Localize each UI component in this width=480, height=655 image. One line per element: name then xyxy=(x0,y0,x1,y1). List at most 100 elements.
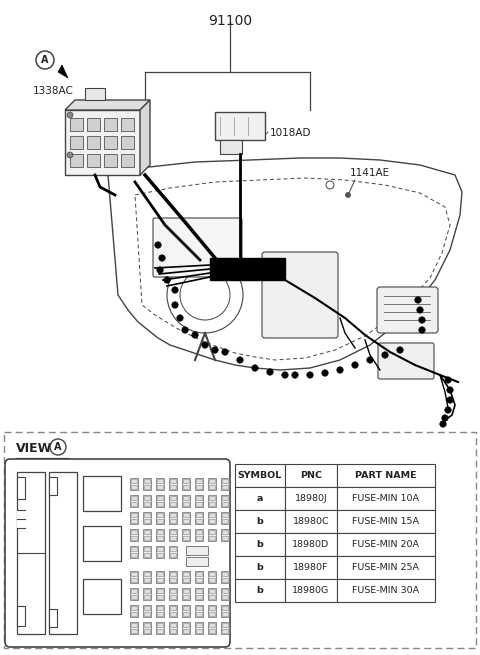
Bar xyxy=(130,478,138,490)
Bar xyxy=(183,606,189,610)
Bar xyxy=(220,140,242,154)
Bar xyxy=(196,536,202,540)
Text: b: b xyxy=(257,563,264,572)
Bar xyxy=(182,512,190,524)
Bar xyxy=(169,622,177,634)
Bar xyxy=(209,589,215,593)
Bar xyxy=(143,605,151,617)
Bar xyxy=(208,622,216,634)
Bar xyxy=(285,510,337,533)
Text: A: A xyxy=(41,55,49,65)
Bar xyxy=(183,589,189,593)
Bar xyxy=(131,485,137,489)
Bar xyxy=(169,529,177,541)
Bar xyxy=(209,595,215,599)
Bar xyxy=(157,536,163,540)
Bar xyxy=(4,432,476,648)
Circle shape xyxy=(322,370,328,376)
Bar xyxy=(131,572,137,576)
Circle shape xyxy=(67,152,73,158)
Text: 18980J: 18980J xyxy=(295,494,327,503)
Bar xyxy=(285,533,337,556)
Bar xyxy=(156,478,164,490)
Bar xyxy=(235,533,285,556)
Bar xyxy=(235,510,285,533)
Bar xyxy=(170,623,176,627)
Bar xyxy=(222,629,228,633)
Bar xyxy=(285,464,337,487)
Bar xyxy=(131,606,137,610)
Circle shape xyxy=(447,397,453,403)
Bar xyxy=(209,530,215,534)
Bar xyxy=(182,478,190,490)
Bar xyxy=(144,589,150,593)
Circle shape xyxy=(382,352,388,358)
Bar xyxy=(222,519,228,523)
Bar xyxy=(65,110,140,175)
Circle shape xyxy=(252,365,258,371)
Bar xyxy=(17,472,45,634)
Circle shape xyxy=(157,267,163,273)
Bar xyxy=(235,556,285,579)
Circle shape xyxy=(212,346,218,353)
Circle shape xyxy=(202,342,208,348)
Bar xyxy=(222,513,228,517)
Bar xyxy=(222,606,228,610)
Text: b: b xyxy=(257,586,264,595)
Bar xyxy=(157,485,163,489)
Bar xyxy=(169,478,177,490)
Bar xyxy=(170,519,176,523)
Bar xyxy=(221,588,229,600)
Bar xyxy=(156,512,164,524)
Bar xyxy=(170,589,176,593)
Bar xyxy=(222,612,228,616)
Text: b: b xyxy=(257,540,264,549)
Bar xyxy=(196,572,202,576)
Bar xyxy=(131,479,137,483)
Bar xyxy=(17,477,25,499)
Bar xyxy=(130,495,138,507)
Circle shape xyxy=(172,287,178,293)
Bar xyxy=(209,606,215,610)
Text: 18980G: 18980G xyxy=(292,586,330,595)
Bar xyxy=(170,513,176,517)
Bar xyxy=(337,464,435,487)
Bar xyxy=(104,118,117,131)
Bar xyxy=(156,529,164,541)
Bar xyxy=(285,487,337,510)
Bar xyxy=(144,578,150,582)
Bar xyxy=(144,496,150,500)
Bar xyxy=(131,589,137,593)
Bar xyxy=(195,478,203,490)
Bar xyxy=(186,546,208,555)
Bar xyxy=(87,136,100,149)
Bar xyxy=(210,258,285,280)
Bar xyxy=(183,502,189,506)
Bar xyxy=(144,530,150,534)
Text: 91100: 91100 xyxy=(208,14,252,28)
Bar xyxy=(130,605,138,617)
Circle shape xyxy=(237,357,243,364)
Circle shape xyxy=(445,407,451,413)
Bar xyxy=(156,571,164,583)
Bar xyxy=(157,629,163,633)
Text: 18980C: 18980C xyxy=(293,517,329,526)
Circle shape xyxy=(292,372,298,378)
Bar xyxy=(196,530,202,534)
Bar xyxy=(144,572,150,576)
Bar xyxy=(170,479,176,483)
Bar xyxy=(144,536,150,540)
Bar xyxy=(170,606,176,610)
Bar xyxy=(131,530,137,534)
Bar xyxy=(131,536,137,540)
Bar xyxy=(183,496,189,500)
Bar xyxy=(121,118,134,131)
Bar xyxy=(131,595,137,599)
Circle shape xyxy=(367,357,373,364)
Bar xyxy=(183,513,189,517)
Bar xyxy=(143,622,151,634)
Bar xyxy=(144,595,150,599)
Bar xyxy=(196,578,202,582)
FancyBboxPatch shape xyxy=(5,459,230,647)
Bar xyxy=(196,606,202,610)
